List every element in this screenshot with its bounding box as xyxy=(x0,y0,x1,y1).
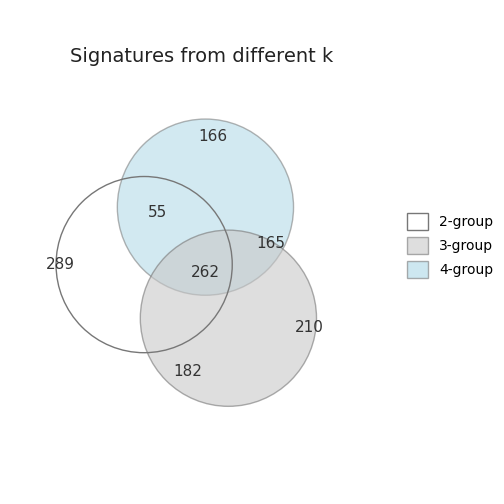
Circle shape xyxy=(140,230,317,406)
Text: 262: 262 xyxy=(191,265,220,280)
Text: 166: 166 xyxy=(199,129,228,144)
Text: 289: 289 xyxy=(45,257,75,272)
Text: 210: 210 xyxy=(294,321,323,335)
Text: 165: 165 xyxy=(256,236,285,251)
Circle shape xyxy=(117,119,293,295)
Text: 55: 55 xyxy=(148,206,167,220)
Legend: 2-group, 3-group, 4-group: 2-group, 3-group, 4-group xyxy=(400,206,500,285)
Title: Signatures from different k: Signatures from different k xyxy=(70,47,333,66)
Text: 182: 182 xyxy=(174,364,203,380)
